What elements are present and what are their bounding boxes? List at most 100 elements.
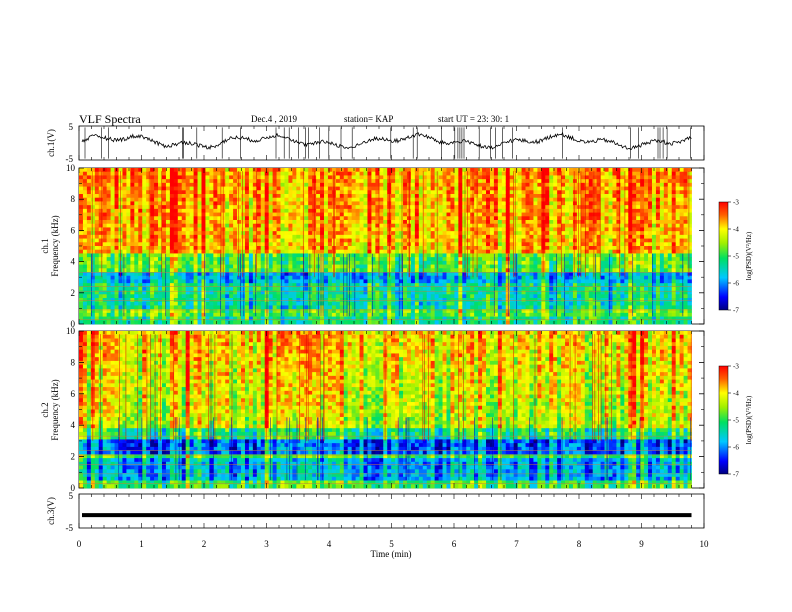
spectrogram-cell bbox=[138, 279, 143, 284]
spectrogram-cell bbox=[288, 305, 293, 310]
spectrogram-cell bbox=[355, 208, 360, 213]
spectrogram-cell bbox=[146, 312, 151, 317]
spectrogram-cell bbox=[217, 301, 222, 306]
spectrogram-cell bbox=[82, 197, 88, 202]
spectrogram-cell bbox=[339, 186, 345, 191]
spectrogram-cell bbox=[474, 260, 479, 265]
spectrogram-cell bbox=[482, 205, 487, 210]
spectrogram-cell bbox=[158, 309, 163, 314]
spectrogram-cell bbox=[110, 320, 115, 325]
spectrogram-cell bbox=[545, 190, 550, 195]
spectrogram-cell bbox=[442, 309, 447, 314]
spectrogram-cell bbox=[458, 238, 463, 243]
spectrogram-cell bbox=[446, 231, 451, 236]
spectrogram-cell bbox=[450, 194, 455, 199]
spectrogram-cell bbox=[122, 290, 127, 295]
spectrogram-cell bbox=[106, 186, 112, 191]
spectrogram-cell bbox=[355, 171, 360, 176]
spectrogram-cell bbox=[304, 220, 309, 225]
spectrogram-cell bbox=[248, 272, 254, 277]
spectrogram-cell bbox=[292, 253, 297, 258]
spectrogram-cell bbox=[98, 212, 104, 217]
spectrogram-cell bbox=[391, 234, 396, 239]
spectrogram-cell bbox=[351, 279, 357, 284]
spectrogram-cell bbox=[395, 182, 400, 187]
spectrogram-cell bbox=[272, 186, 277, 191]
spectrogram-cell bbox=[252, 186, 258, 191]
spectrogram-cell bbox=[225, 194, 230, 199]
spectrogram-cell bbox=[276, 227, 281, 232]
spectrogram-cell bbox=[343, 305, 349, 310]
spectrogram-cell bbox=[181, 182, 187, 187]
spectrogram-cell bbox=[351, 283, 357, 288]
spectrogram-cell bbox=[142, 201, 147, 206]
spectrogram-cell bbox=[268, 168, 274, 173]
spectrogram-cell bbox=[292, 246, 297, 251]
spectrogram-cell bbox=[486, 223, 491, 228]
spectrogram-cell bbox=[146, 194, 151, 199]
spectrogram-cell bbox=[462, 234, 467, 239]
spectrogram-cell bbox=[296, 238, 301, 243]
spectrogram-cell bbox=[343, 242, 349, 247]
spectrogram-cell bbox=[395, 175, 400, 180]
spectrogram-cell bbox=[497, 320, 503, 325]
spectrogram-cell bbox=[478, 316, 483, 321]
spectrogram-cell bbox=[165, 197, 171, 202]
spectrogram-cell bbox=[237, 275, 242, 280]
spectrogram-cell bbox=[98, 275, 104, 280]
ch1-ytick-top: 5 bbox=[69, 122, 74, 132]
spectrogram-cell bbox=[458, 234, 463, 239]
spectrogram-cell bbox=[379, 212, 384, 217]
spectrogram-cell bbox=[296, 208, 301, 213]
spectrogram-cell bbox=[426, 279, 432, 284]
spectrogram-cell bbox=[347, 238, 353, 243]
spectrogram-cell bbox=[375, 212, 380, 217]
spectrogram-cell bbox=[244, 190, 250, 195]
spectrogram-cell bbox=[244, 175, 250, 180]
spectrogram-cell bbox=[189, 279, 194, 284]
spectrogram-cell bbox=[403, 231, 408, 236]
spectrogram-cell bbox=[454, 212, 459, 217]
spectrogram-cell bbox=[173, 298, 179, 303]
spectrogram-cell bbox=[264, 190, 270, 195]
spectrogram-cell bbox=[403, 212, 408, 217]
spectrogram-cell bbox=[138, 264, 143, 269]
spectrogram-cell bbox=[82, 279, 88, 284]
spectrogram-cell bbox=[493, 182, 499, 187]
spectrogram-cell bbox=[403, 238, 408, 243]
spectrogram-cell bbox=[493, 283, 499, 288]
spectrogram-cell bbox=[304, 208, 309, 213]
spectrogram-cell bbox=[106, 197, 112, 202]
spectrogram-cell bbox=[308, 205, 313, 210]
spectrogram-cell bbox=[320, 190, 325, 195]
spectrogram-cell bbox=[399, 290, 404, 295]
spectrogram-cell bbox=[158, 168, 163, 173]
spectrogram-cell bbox=[288, 264, 293, 269]
spectrogram-cell bbox=[391, 283, 396, 288]
spectrogram-cell bbox=[252, 260, 258, 265]
spectrogram-cell bbox=[268, 275, 274, 280]
spectrogram-cell bbox=[320, 242, 325, 247]
spectrogram-cell bbox=[252, 279, 258, 284]
spectrogram-cell bbox=[193, 186, 198, 191]
spectrogram-cell bbox=[430, 208, 436, 213]
spectrogram-cell bbox=[545, 212, 550, 217]
spectrogram-cell bbox=[533, 190, 538, 195]
spectrogram-cell bbox=[418, 205, 424, 210]
spectrogram-cell bbox=[229, 301, 234, 306]
spectrogram-cell bbox=[260, 249, 266, 254]
spectrogram-cell bbox=[509, 312, 515, 317]
spectrogram-cell bbox=[146, 253, 151, 258]
spectrogram-cell bbox=[335, 249, 341, 254]
spectrogram-cell bbox=[241, 212, 246, 217]
spectrogram-cell bbox=[90, 190, 96, 195]
spectrogram-cell bbox=[79, 197, 84, 202]
spectrogram-cell bbox=[418, 320, 424, 325]
spectrogram-cell bbox=[410, 298, 416, 303]
spectrogram-cell bbox=[489, 175, 495, 180]
spectrogram-cell bbox=[241, 242, 246, 247]
spectrogram-cell bbox=[399, 294, 404, 299]
spectrogram-cell bbox=[150, 171, 155, 176]
spectrogram-cell bbox=[142, 272, 147, 277]
spectrogram-cell bbox=[312, 309, 317, 314]
